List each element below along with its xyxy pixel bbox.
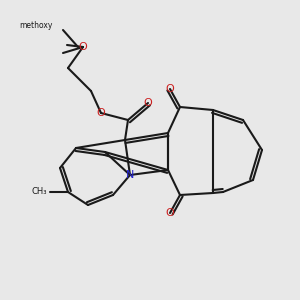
Text: O: O bbox=[97, 108, 105, 118]
Text: O: O bbox=[166, 208, 174, 218]
Text: O: O bbox=[166, 84, 174, 94]
Text: methoxy: methoxy bbox=[20, 22, 53, 31]
Text: N: N bbox=[126, 170, 134, 180]
Text: CH₃: CH₃ bbox=[32, 188, 47, 196]
Text: O: O bbox=[144, 98, 152, 108]
Text: O: O bbox=[79, 42, 87, 52]
